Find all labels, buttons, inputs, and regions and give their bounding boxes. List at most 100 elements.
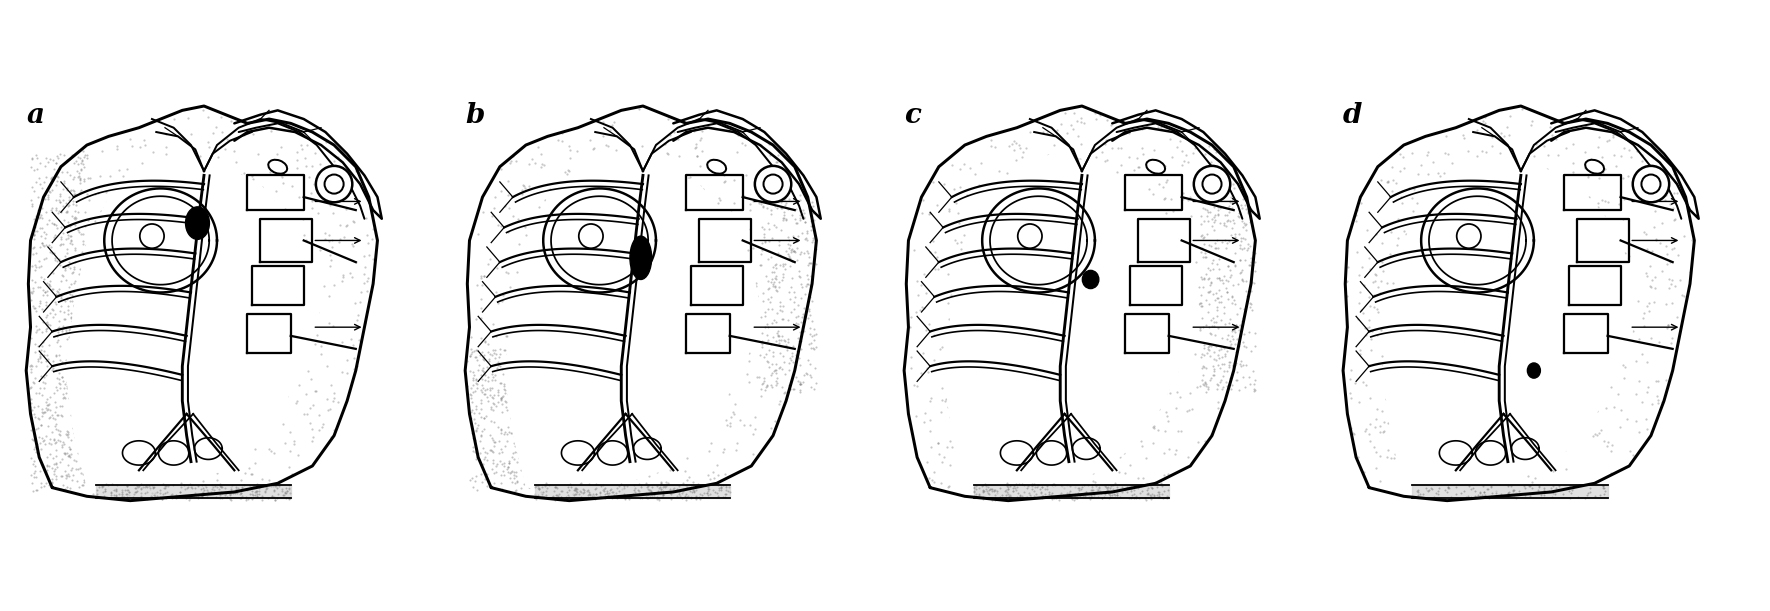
Point xyxy=(248,221,276,231)
Point xyxy=(460,477,489,486)
Point xyxy=(796,221,825,231)
Point xyxy=(1435,395,1464,405)
Point xyxy=(1384,233,1412,243)
Point xyxy=(745,351,773,360)
Point xyxy=(67,158,96,167)
Point xyxy=(589,131,618,141)
Point xyxy=(621,327,650,337)
Point xyxy=(50,307,78,317)
Point xyxy=(37,365,65,375)
Point xyxy=(758,370,786,379)
Point xyxy=(777,349,805,359)
Point xyxy=(257,126,285,136)
Point xyxy=(627,159,655,169)
Point xyxy=(469,414,497,423)
Point xyxy=(1423,168,1451,178)
Point xyxy=(21,348,50,357)
Point xyxy=(497,156,526,166)
Point xyxy=(1062,325,1090,335)
Point xyxy=(108,229,136,238)
Point xyxy=(1591,338,1620,348)
Point xyxy=(586,488,614,498)
Point xyxy=(669,185,697,195)
Point xyxy=(1204,379,1232,389)
Point xyxy=(696,489,724,499)
Point xyxy=(577,427,605,437)
Point xyxy=(1097,486,1126,496)
Point xyxy=(1127,143,1156,153)
Point xyxy=(637,275,666,285)
Point xyxy=(1078,485,1106,495)
Point xyxy=(773,239,802,249)
Point xyxy=(278,235,306,244)
Point xyxy=(949,362,977,372)
Point xyxy=(1122,482,1150,492)
Point xyxy=(1568,304,1597,313)
Point xyxy=(623,306,651,316)
Point xyxy=(1653,258,1682,268)
Point xyxy=(48,234,76,244)
Point xyxy=(260,486,289,496)
Point xyxy=(71,208,99,218)
Point xyxy=(924,200,952,210)
Point xyxy=(566,241,595,251)
Point xyxy=(1462,466,1490,476)
Point xyxy=(62,417,90,427)
Point xyxy=(706,483,735,492)
Point xyxy=(970,485,998,494)
Point xyxy=(1384,279,1412,289)
Point xyxy=(1494,487,1522,497)
Point xyxy=(527,492,556,502)
Point xyxy=(997,492,1025,502)
Point xyxy=(1434,404,1462,414)
Point xyxy=(230,418,258,428)
Point xyxy=(981,409,1009,419)
Point xyxy=(970,486,998,496)
Point xyxy=(1202,318,1230,327)
Point xyxy=(989,366,1018,376)
Point xyxy=(60,243,88,253)
Point xyxy=(462,486,490,496)
Point xyxy=(1143,425,1172,434)
Point xyxy=(1204,209,1232,219)
Point xyxy=(1214,201,1243,211)
Point xyxy=(694,488,722,498)
Point xyxy=(235,481,264,491)
Point xyxy=(42,205,71,214)
Point xyxy=(1235,302,1264,312)
Point xyxy=(127,488,156,498)
Point xyxy=(1510,265,1538,274)
Point xyxy=(28,378,57,387)
Point xyxy=(481,192,510,202)
Point xyxy=(1032,241,1060,251)
Point xyxy=(1004,386,1032,396)
Point xyxy=(1476,318,1504,328)
Point xyxy=(32,467,60,477)
Point xyxy=(1228,233,1257,243)
Point xyxy=(1135,488,1163,498)
Point xyxy=(556,145,584,155)
Point xyxy=(1469,273,1497,283)
Point xyxy=(1197,241,1225,251)
Point xyxy=(1611,373,1639,382)
Point xyxy=(1200,370,1228,380)
Point xyxy=(460,436,489,445)
Point xyxy=(1634,357,1662,367)
Point xyxy=(219,454,248,464)
Point xyxy=(1050,483,1078,493)
Point xyxy=(782,236,811,246)
Point xyxy=(1191,205,1220,214)
Point xyxy=(1227,362,1255,371)
Point xyxy=(1170,291,1198,301)
Point xyxy=(221,486,250,496)
Point xyxy=(963,409,991,419)
Point xyxy=(756,297,784,307)
Point xyxy=(1028,383,1057,393)
Point xyxy=(467,380,496,390)
Point xyxy=(76,449,104,459)
Point xyxy=(1526,447,1554,457)
Point xyxy=(793,270,821,280)
Point xyxy=(607,238,635,247)
Point xyxy=(280,342,308,352)
Point xyxy=(775,294,804,304)
